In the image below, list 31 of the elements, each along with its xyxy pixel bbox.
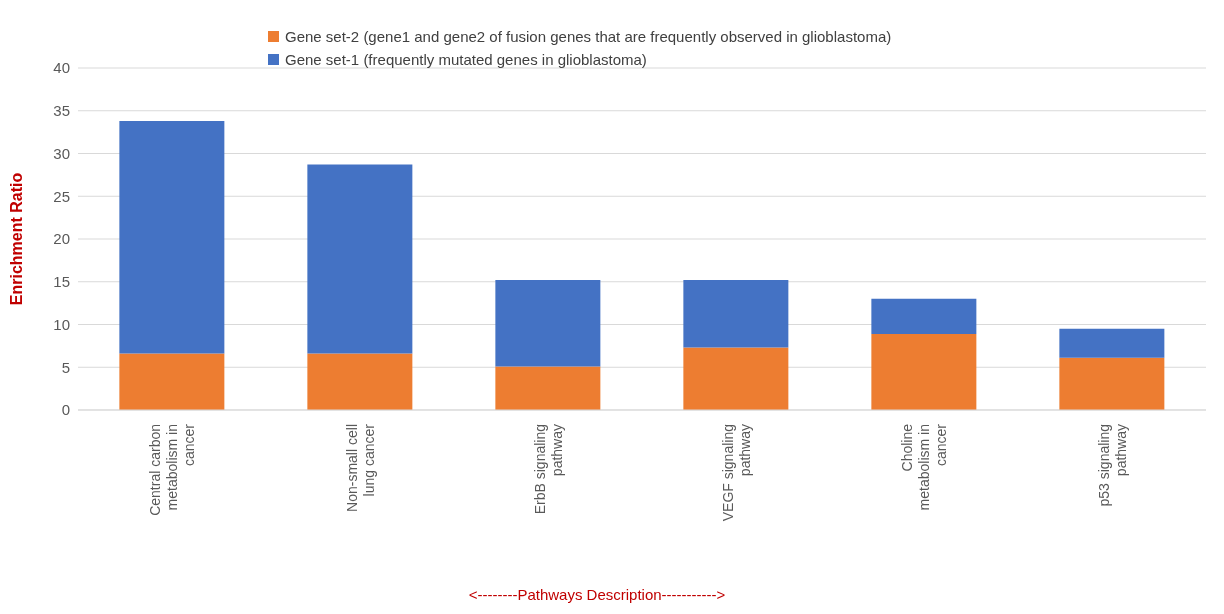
y-tick-label: 30 [53, 144, 70, 162]
x-axis-title: <--------Pathways Description-----------> [468, 586, 726, 603]
x-tick-label: Choline metabolism in cancer [899, 423, 949, 511]
bar [871, 333, 977, 410]
bar [495, 366, 601, 410]
legend-label: Gene set-1 (frequently mutated genes in glioblastoma) [285, 51, 647, 68]
bar [119, 121, 225, 354]
bar [119, 353, 225, 410]
bar [1059, 357, 1165, 410]
y-tick-label: 5 [61, 358, 70, 376]
y-tick-label: 40 [53, 59, 70, 77]
y-axis-title: Enrichment Ratio [7, 172, 25, 306]
legend-label: Gene set-2 (gene1 and gene2 of fusion genes that are frequently observed in glioblastoma) [285, 28, 892, 45]
bar [495, 280, 601, 367]
bar [307, 353, 413, 410]
y-tick-label: 10 [53, 315, 70, 333]
bar [683, 280, 789, 348]
x-tick-label: ErbB signaling pathway [531, 424, 565, 515]
y-tick-label: 35 [53, 102, 70, 120]
x-tick-label: VEGF signaling pathway [719, 424, 753, 522]
bar [307, 164, 413, 354]
y-tick-label: 15 [53, 273, 70, 291]
bar [1059, 328, 1165, 358]
bar [683, 347, 789, 410]
bar [871, 298, 977, 334]
x-tick-label: Central carbon metabolism in cancer [147, 423, 197, 516]
y-tick-label: 0 [61, 401, 70, 419]
x-tick-label: p53 signaling pathway [1095, 424, 1129, 507]
x-tick-label: Non-small cell lung cancer [343, 423, 377, 512]
y-tick-label: 20 [53, 230, 70, 248]
y-tick-label: 25 [53, 187, 70, 205]
